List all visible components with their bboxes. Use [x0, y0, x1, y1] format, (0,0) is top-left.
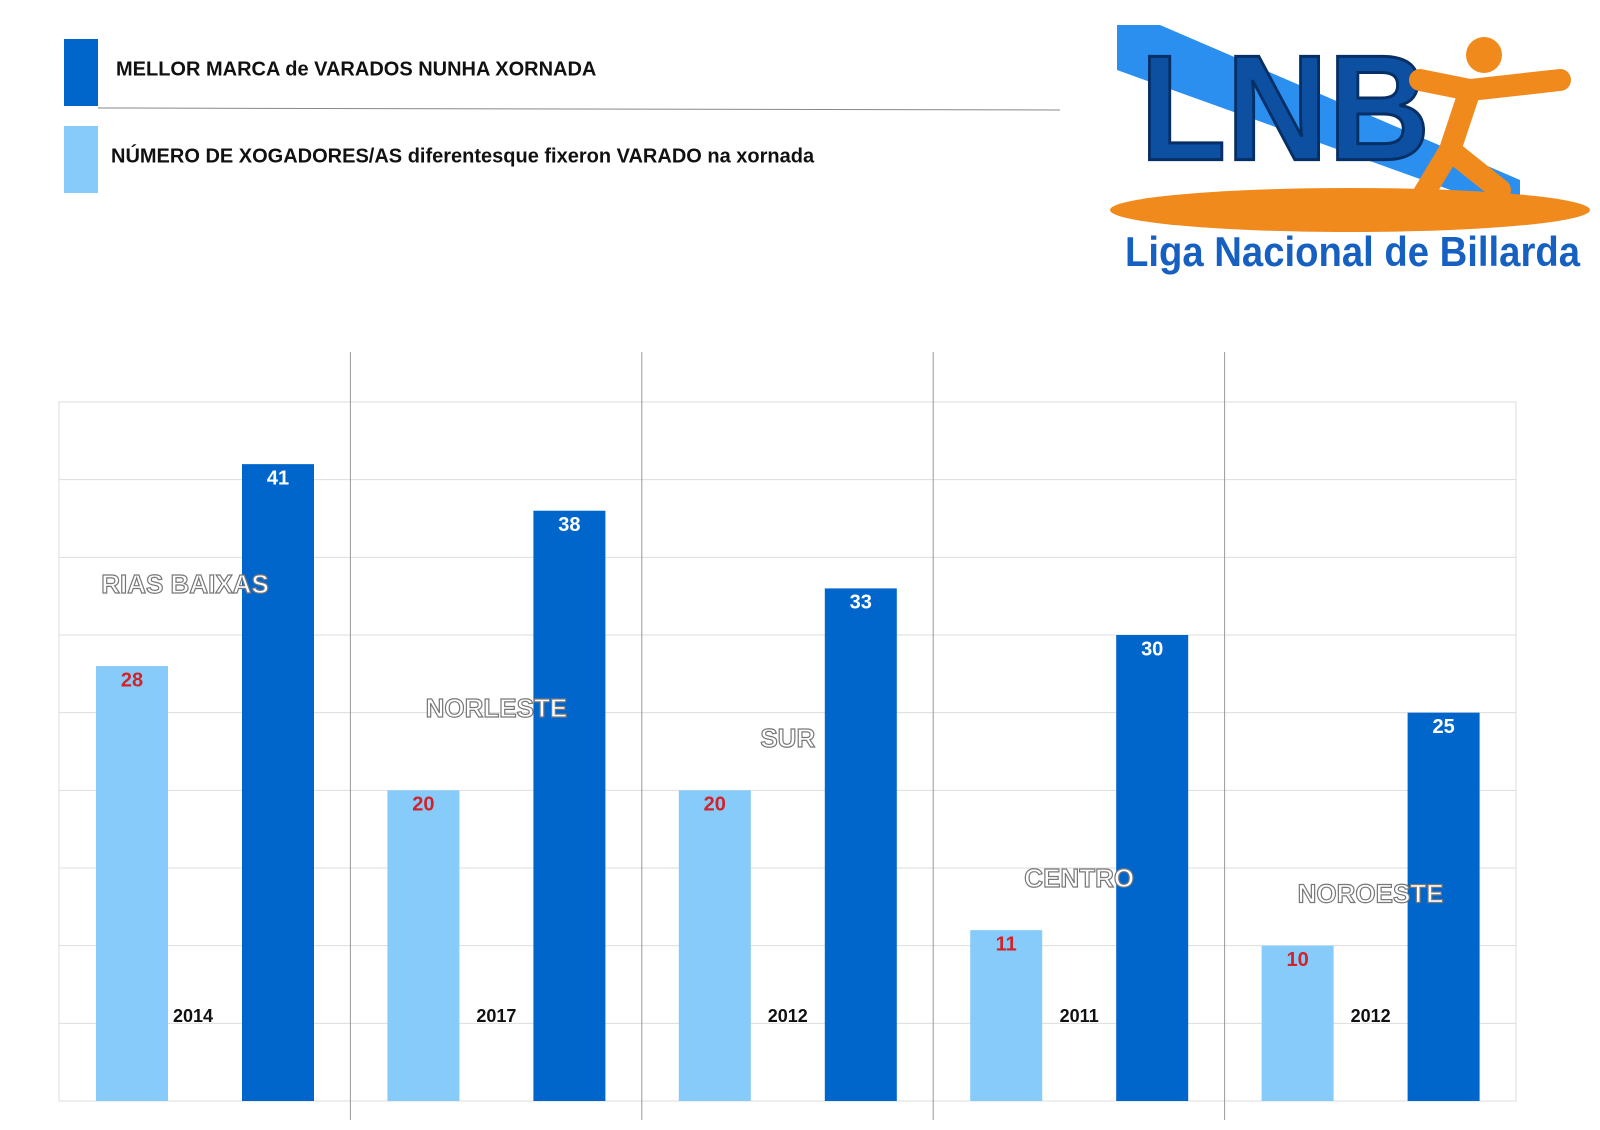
region-label: SUR — [760, 723, 815, 753]
value-label: 33 — [850, 592, 872, 614]
bar — [970, 930, 1043, 1101]
bar — [824, 588, 897, 1101]
legend-rule — [97, 107, 1061, 111]
value-label: 30 — [1141, 638, 1163, 660]
bar — [96, 666, 168, 1101]
logo: LNB Liga Nacional de Billarda — [1110, 22, 1590, 275]
bar — [387, 790, 460, 1101]
value-label: 20 — [704, 794, 726, 816]
bar — [678, 790, 751, 1101]
legend-swatch — [64, 126, 98, 193]
logo-subtitle: Liga Nacional de Billarda — [1125, 228, 1581, 275]
region-label: RIAS BAIXAS — [101, 569, 269, 599]
bar — [1116, 635, 1189, 1101]
year-label: 2012 — [768, 1006, 808, 1026]
value-label: 25 — [1432, 716, 1454, 738]
value-label: 38 — [558, 514, 580, 536]
logo-band — [1117, 25, 1520, 215]
bar — [242, 464, 314, 1102]
region-label: NORLESTE — [426, 693, 568, 723]
logo-figure — [1409, 69, 1571, 211]
bar — [1261, 945, 1334, 1101]
legend-label: NÚMERO DE XOGADORES/AS diferentesque fix… — [111, 143, 815, 167]
legend-swatch — [64, 39, 98, 106]
bar — [533, 510, 606, 1101]
bar — [1407, 712, 1480, 1101]
value-label: 10 — [1286, 949, 1308, 971]
year-label: 2017 — [476, 1006, 516, 1026]
legend-label: MELLOR MARCA de VARADOS NUNHA XORNADA — [116, 58, 596, 80]
value-label: 20 — [412, 794, 434, 816]
region-label: NOROESTE — [1298, 879, 1444, 909]
year-label: 2012 — [1351, 1006, 1391, 1026]
year-label: 2014 — [173, 1006, 213, 1026]
value-label: 41 — [267, 467, 289, 489]
region-label: CENTRO — [1024, 863, 1134, 893]
value-label: 28 — [121, 669, 143, 691]
logo-swoosh — [1110, 188, 1590, 232]
year-label: 2011 — [1060, 1006, 1099, 1026]
logo-text: LNB — [1140, 24, 1430, 192]
value-label: 11 — [996, 933, 1017, 955]
logo-figure-head — [1466, 37, 1502, 73]
